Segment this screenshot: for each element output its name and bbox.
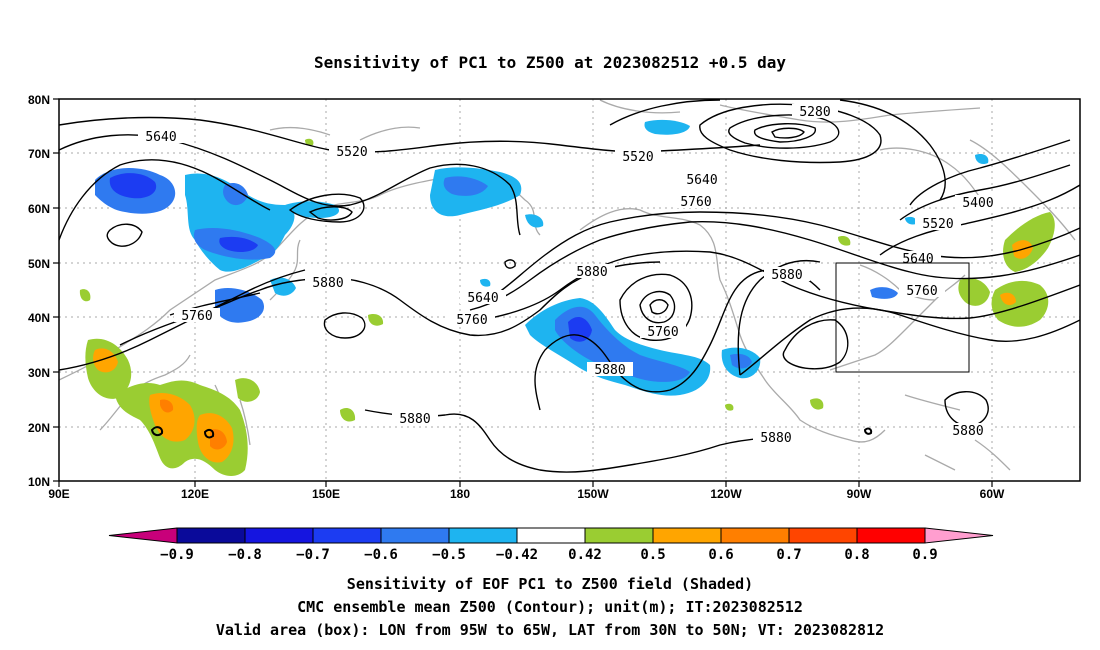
- contour-label: 5880: [771, 268, 802, 283]
- contour-label: 5880: [594, 363, 625, 378]
- latitude-labels: 80N 70N 60N 50N 40N 30N 20N 10N: [28, 93, 50, 489]
- colorbar-swatch: [516, 527, 586, 544]
- lon-label: 150W: [577, 487, 609, 501]
- contour-label: 5880: [952, 424, 983, 439]
- colorbar-left-arrow: [108, 527, 178, 544]
- colorbar-swatch: [652, 527, 722, 544]
- contour-label: 5760: [456, 313, 487, 328]
- contour-label: 5520: [922, 217, 953, 232]
- lat-label: 60N: [28, 202, 50, 216]
- map-frame: [58, 98, 1081, 482]
- colorbar-label: −0.9: [160, 547, 194, 563]
- colorbar: −0.9 −0.8 −0.7 −0.6 −0.5 −0.42 0.42 0.5 0.6 0.7 0.…: [108, 527, 994, 563]
- colorbar-label: 0.6: [708, 547, 733, 563]
- lon-label: 150E: [312, 487, 340, 501]
- lon-label: 120E: [181, 487, 209, 501]
- lat-label: 80N: [28, 93, 50, 107]
- map-body: 5280 5400 5520 5520 5520 5640 5640 5640 …: [59, 99, 1080, 481]
- colorbar-swatch: [312, 527, 382, 544]
- colorbar-label: −0.42: [496, 547, 538, 563]
- contour-label: 5880: [399, 412, 430, 427]
- lon-label: 90E: [48, 487, 69, 501]
- colorbar-swatch: [244, 527, 314, 544]
- colorbar-label: −0.6: [364, 547, 398, 563]
- lon-label: 180: [450, 487, 470, 501]
- figure-title: Sensitivity of PC1 to Z500 at 2023082512…: [314, 53, 786, 72]
- positive-sensitivity-shading: [79, 138, 1055, 476]
- lon-label: 90W: [847, 487, 872, 501]
- contour-label: 5760: [680, 195, 711, 210]
- contour-label: 5760: [181, 309, 212, 324]
- contour-label: 5640: [467, 291, 498, 306]
- contour-label: 5400: [962, 196, 993, 211]
- contour-label: 5880: [760, 431, 791, 446]
- caption-line-2: CMC ensemble mean Z500 (Contour); unit(m…: [297, 598, 803, 616]
- lon-label: 60W: [980, 487, 1005, 501]
- colorbar-label: 0.5: [640, 547, 665, 563]
- colorbar-swatch: [788, 527, 858, 544]
- longitude-labels: 90E 120E 150E 180 150W 120W 90W 60W: [48, 487, 1005, 501]
- contour-label: 5880: [312, 276, 343, 291]
- valid-area-box: [835, 262, 970, 373]
- lat-label: 20N: [28, 421, 50, 435]
- negative-sensitivity-shading: [95, 119, 989, 396]
- colorbar-label: −0.7: [296, 547, 330, 563]
- caption-line-3: Valid area (box): LON from 95W to 65W, L…: [216, 621, 884, 639]
- colorbar-label: 0.7: [776, 547, 801, 563]
- lat-label: 30N: [28, 366, 50, 380]
- colorbar-right-arrow: [924, 527, 994, 544]
- contour-label: 5760: [906, 284, 937, 299]
- contour-label: 5520: [622, 150, 653, 165]
- colorbar-swatch: [448, 527, 518, 544]
- lat-label: 10N: [28, 475, 50, 489]
- colorbar-label: 0.8: [844, 547, 869, 563]
- contour-label: 5640: [686, 173, 717, 188]
- lon-label: 120W: [710, 487, 742, 501]
- axis-ticks: [53, 98, 993, 487]
- colorbar-swatch: [176, 527, 246, 544]
- contour-label: 5760: [647, 325, 678, 340]
- contour-label: 5640: [145, 130, 176, 145]
- colorbar-label: 0.9: [912, 547, 937, 563]
- captions: Sensitivity of EOF PC1 to Z500 field (Sh…: [216, 575, 884, 639]
- contour-labels: 5280 5400 5520 5520 5520 5640 5640 5640 …: [138, 104, 1001, 446]
- z500-contours: [59, 99, 1080, 473]
- colorbar-label: −0.8: [228, 547, 262, 563]
- contour-label: 5520: [336, 145, 367, 160]
- colorbar-label: −0.5: [432, 547, 466, 563]
- contour-label: 5880: [576, 265, 607, 280]
- lat-label: 70N: [28, 147, 50, 161]
- caption-line-1: Sensitivity of EOF PC1 to Z500 field (Sh…: [347, 575, 753, 593]
- colorbar-label: 0.42: [568, 547, 602, 563]
- colorbar-swatch: [380, 527, 450, 544]
- colorbar-swatch: [856, 527, 926, 544]
- contour-label: 5280: [799, 105, 830, 120]
- colorbar-swatch: [720, 527, 790, 544]
- lat-label: 40N: [28, 311, 50, 325]
- lat-label: 50N: [28, 257, 50, 271]
- colorbar-swatch: [584, 527, 654, 544]
- contour-label: 5640: [902, 252, 933, 267]
